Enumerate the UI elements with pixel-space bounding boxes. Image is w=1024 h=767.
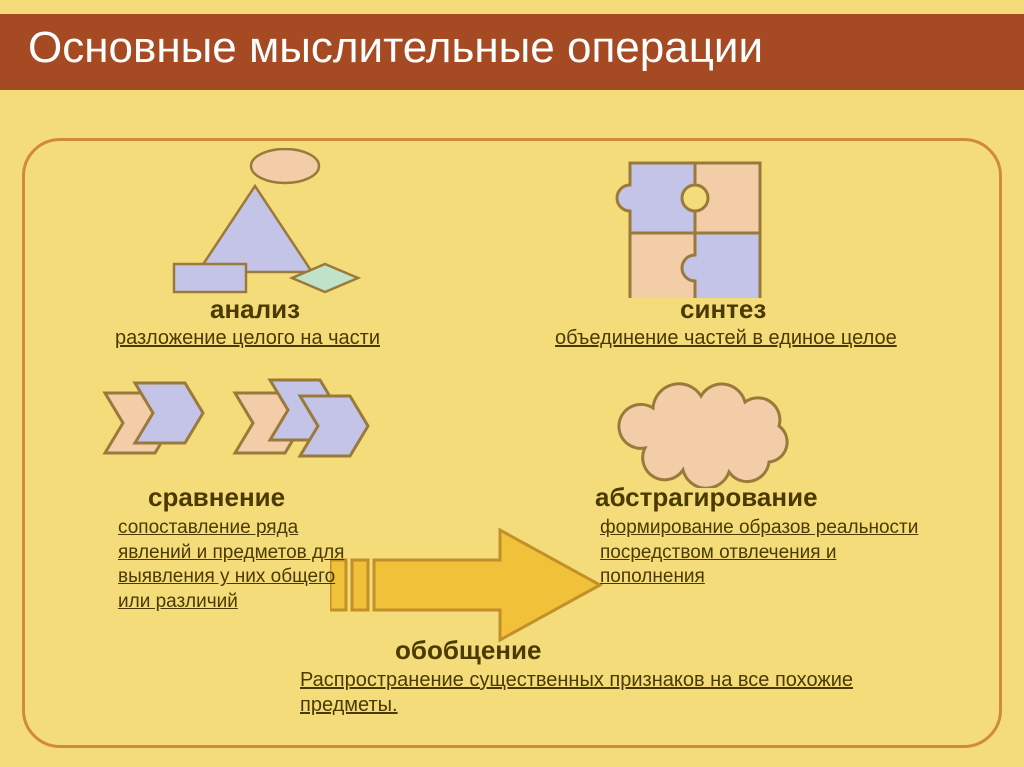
comparison-label: сравнение (148, 482, 285, 513)
analysis-desc: разложение целого на части (115, 326, 380, 351)
generalization-desc: Распространение существенных признаков н… (300, 668, 920, 718)
synthesis-puzzle (605, 148, 845, 298)
comparison-shapes (95, 368, 375, 483)
title-bar: Основные мыслительные операции (0, 14, 1024, 90)
analysis-shapes (150, 148, 380, 298)
generalization-label: обобщение (395, 635, 541, 666)
abstraction-cloud (605, 368, 845, 488)
synthesis-label: синтез (680, 294, 766, 325)
abstraction-desc: формирование образов реальности посредст… (600, 516, 920, 590)
comparison-desc: сопоставление ряда явлений и предметов д… (118, 516, 366, 615)
slide-title: Основные мыслительные операции (28, 24, 996, 72)
analysis-label: анализ (210, 294, 300, 325)
generalization-arrow (330, 520, 610, 650)
synthesis-desc: объединение частей в единое целое (555, 326, 897, 351)
abstraction-label: абстрагирование (595, 482, 818, 513)
